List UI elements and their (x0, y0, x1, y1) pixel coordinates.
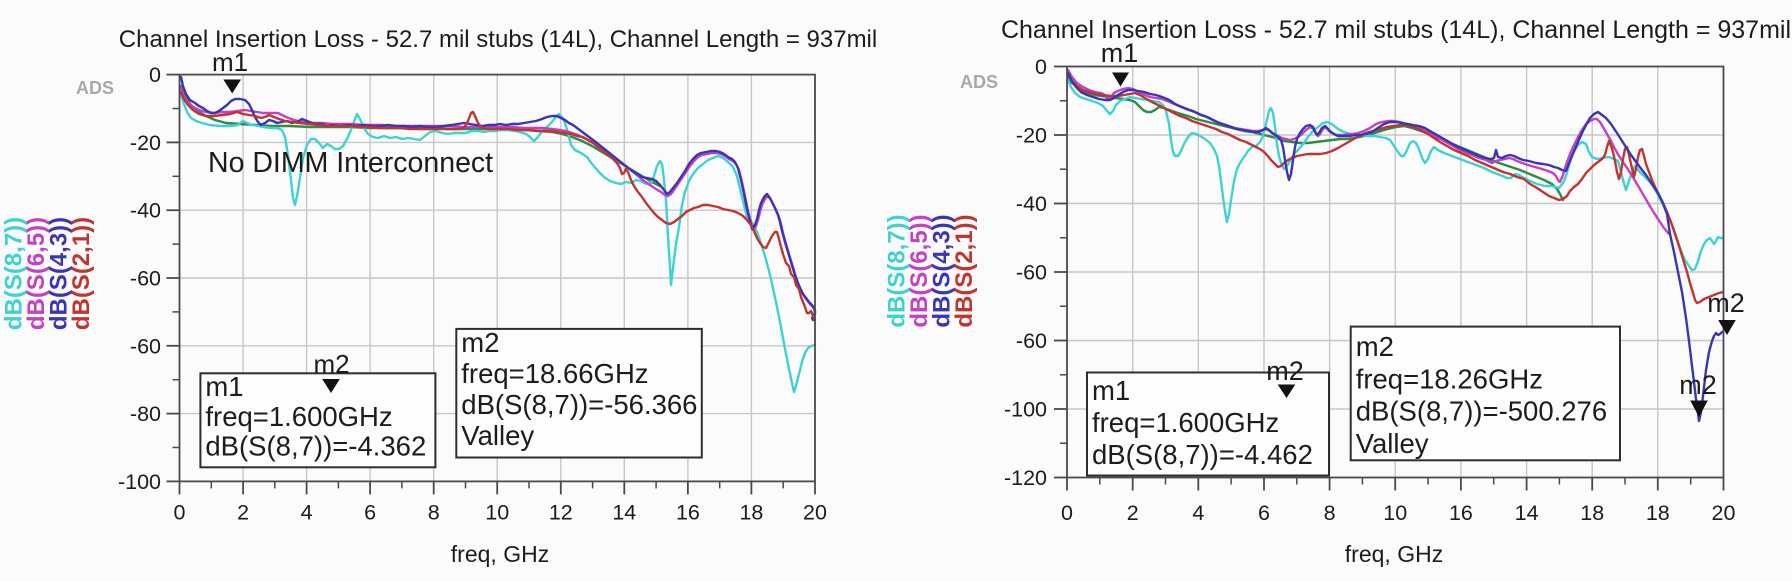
svg-text:m1: m1 (1101, 38, 1139, 68)
svg-text:16: 16 (1449, 501, 1473, 525)
svg-text:0: 0 (1061, 501, 1073, 525)
svg-text:2: 2 (1127, 501, 1139, 525)
svg-text:Valley: Valley (461, 420, 534, 451)
svg-text:18: 18 (739, 501, 763, 525)
svg-text:-120: -120 (1004, 466, 1047, 490)
svg-text:ADS: ADS (76, 78, 114, 98)
svg-text:No DIMM Interconnect: No DIMM Interconnect (208, 147, 493, 179)
svg-text:dB(S(8,7))=-500.276: dB(S(8,7))=-500.276 (1356, 396, 1607, 427)
svg-text:dB(S(8,7)): dB(S(8,7)) (884, 214, 911, 327)
svg-text:6: 6 (364, 501, 376, 525)
svg-text:freq, GHz: freq, GHz (1345, 541, 1443, 567)
svg-text:12: 12 (549, 501, 573, 525)
svg-text:0: 0 (1035, 55, 1047, 79)
svg-text:2: 2 (237, 501, 249, 525)
svg-text:freq=1.600GHz: freq=1.600GHz (205, 401, 392, 432)
svg-text:dB(S(6,5)): dB(S(6,5)) (23, 217, 50, 330)
svg-text:m2: m2 (1679, 370, 1717, 400)
svg-text:m2: m2 (461, 327, 499, 358)
svg-text:m1: m1 (205, 371, 243, 402)
svg-text:Channel Insertion Loss - 52.7: Channel Insertion Loss - 52.7 mil stubs … (119, 26, 877, 53)
svg-text:m2: m2 (1707, 288, 1745, 318)
svg-text:Valley: Valley (1356, 428, 1429, 459)
svg-text:freq=18.66GHz: freq=18.66GHz (461, 358, 648, 389)
svg-text:m2: m2 (1356, 331, 1394, 362)
svg-text:freq=18.26GHz: freq=18.26GHz (1356, 363, 1543, 394)
svg-text:dB(S(2,1)): dB(S(2,1)) (68, 217, 95, 330)
svg-text:freq=1.600GHz: freq=1.600GHz (1092, 407, 1279, 438)
svg-text:m2: m2 (1266, 356, 1304, 386)
svg-text:freq, GHz: freq, GHz (451, 541, 549, 567)
svg-text:4: 4 (1192, 501, 1204, 525)
svg-text:18: 18 (1580, 501, 1604, 525)
svg-text:-20: -20 (130, 131, 161, 155)
svg-text:-100: -100 (118, 470, 161, 494)
svg-text:8: 8 (1324, 501, 1336, 525)
svg-text:Channel Insertion Loss - 52.7: Channel Insertion Loss - 52.7 mil stubs … (1001, 16, 1791, 44)
svg-text:dB(S(4,3)): dB(S(4,3)) (46, 217, 73, 330)
svg-text:10: 10 (485, 501, 509, 525)
svg-text:-60: -60 (130, 334, 161, 358)
svg-text:0: 0 (174, 501, 186, 525)
svg-text:-40: -40 (130, 199, 161, 223)
svg-text:dB(S(8,7)): dB(S(8,7)) (1, 217, 28, 330)
svg-text:14: 14 (1515, 501, 1539, 525)
svg-text:m2: m2 (313, 349, 349, 379)
svg-text:-60: -60 (130, 267, 161, 291)
svg-text:20: 20 (1712, 501, 1736, 525)
svg-text:-60: -60 (1016, 329, 1047, 353)
svg-text:16: 16 (676, 501, 700, 525)
svg-text:dB(S(4,3)): dB(S(4,3)) (929, 214, 956, 327)
svg-text:0: 0 (149, 63, 161, 87)
svg-text:-60: -60 (1016, 261, 1047, 285)
svg-text:m1: m1 (1092, 375, 1130, 406)
svg-text:m1: m1 (212, 47, 248, 77)
svg-text:-100: -100 (1004, 398, 1047, 422)
svg-text:14: 14 (612, 501, 636, 525)
svg-text:-20: -20 (1016, 124, 1047, 148)
svg-text:dB(S(8,7))=-4.362: dB(S(8,7))=-4.362 (205, 431, 426, 462)
svg-text:-80: -80 (130, 402, 161, 426)
svg-text:6: 6 (1258, 501, 1270, 525)
svg-text:8: 8 (428, 501, 440, 525)
svg-text:dB(S(8,7))=-56.366: dB(S(8,7))=-56.366 (461, 389, 697, 420)
svg-text:dB(S(6,5)): dB(S(6,5)) (906, 214, 933, 327)
svg-text:dB(S(8,7))=-4.462: dB(S(8,7))=-4.462 (1092, 439, 1313, 470)
svg-text:20: 20 (803, 501, 827, 525)
svg-text:10: 10 (1383, 501, 1407, 525)
svg-text:18: 18 (1646, 501, 1670, 525)
svg-text:-40: -40 (1016, 192, 1047, 216)
svg-text:4: 4 (301, 501, 313, 525)
svg-text:ADS: ADS (960, 72, 998, 92)
svg-text:dB(S(2,1)): dB(S(2,1)) (951, 214, 978, 327)
